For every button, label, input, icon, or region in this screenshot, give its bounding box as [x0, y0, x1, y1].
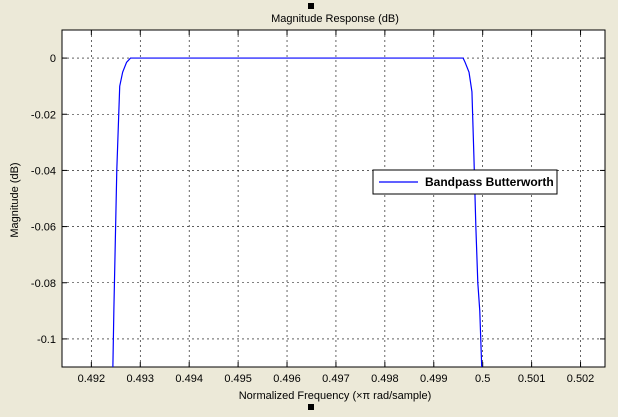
y-axis-label: Magnitude (dB) — [9, 162, 21, 237]
plot-area[interactable] — [61, 29, 606, 368]
x-tick-label: 0.493 — [127, 373, 155, 385]
y-tick-label: -0.06 — [31, 222, 56, 234]
x-tick-label: 0.5 — [475, 373, 490, 385]
x-tick-label: 0.499 — [420, 373, 448, 385]
x-tick-label: 0.501 — [518, 373, 546, 385]
x-tick-label: 0.496 — [273, 373, 301, 385]
legend-label: Bandpass Butterworth — [425, 175, 554, 189]
y-tick-label: -0.08 — [31, 278, 56, 290]
y-tick-label: -0.04 — [31, 165, 56, 177]
x-tick-label: 0.495 — [224, 373, 252, 385]
x-axis-label: Normalized Frequency (×π rad/sample) — [239, 390, 432, 402]
y-tick-label: -0.02 — [31, 109, 56, 121]
x-tick-label: 0.494 — [175, 373, 203, 385]
x-tick-label: 0.497 — [322, 373, 350, 385]
axis-ticks: 0.492 0.493 0.494 0.495 0.496 0.497 0.498 0.499… — [31, 30, 605, 385]
y-tick-label: -0.1 — [37, 334, 56, 346]
y-tick-label: 0 — [50, 53, 56, 65]
x-tick-label: 0.498 — [371, 373, 399, 385]
legend[interactable]: Bandpass Butterworth — [372, 169, 558, 195]
series-layer — [112, 57, 483, 368]
top-resize-handle[interactable] — [308, 3, 314, 9]
series-line-bandpass-butterworth[interactable] — [112, 57, 483, 368]
x-tick-label: 0.502 — [567, 373, 595, 385]
bottom-resize-handle[interactable] — [308, 404, 314, 410]
x-tick-label: 0.492 — [78, 373, 106, 385]
chart-title: Magnitude Response (dB) — [271, 13, 399, 25]
grid — [62, 30, 605, 367]
